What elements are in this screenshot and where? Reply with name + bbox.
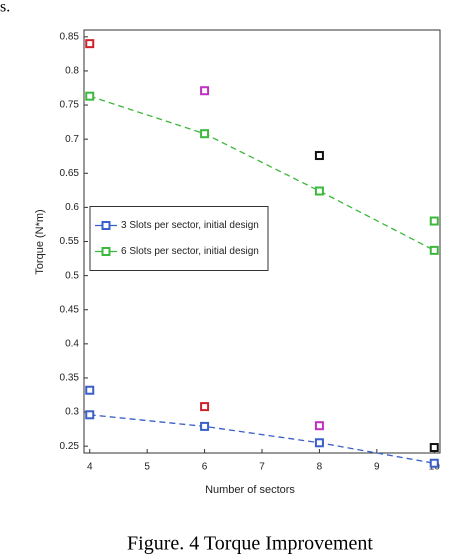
series-line bbox=[89, 414, 435, 464]
page-fragment: s. bbox=[0, 0, 10, 16]
x-tick-label: 5 bbox=[144, 462, 150, 473]
legend-label: 6 Slots per sector, initial design bbox=[121, 246, 259, 257]
marker bbox=[85, 385, 95, 395]
marker bbox=[85, 39, 95, 49]
y-axis-label: Torque (N*m) bbox=[34, 209, 46, 274]
legend-marker bbox=[101, 247, 111, 256]
marker bbox=[314, 438, 324, 448]
legend-box bbox=[89, 206, 269, 271]
y-tick-label: 0.45 bbox=[60, 304, 80, 315]
marker bbox=[85, 91, 95, 101]
x-tick-label: 4 bbox=[87, 462, 93, 473]
y-tick-label: 0.5 bbox=[65, 270, 79, 281]
series-line bbox=[89, 95, 435, 251]
marker bbox=[314, 151, 324, 161]
marker bbox=[314, 421, 324, 431]
y-tick-label: 0.6 bbox=[65, 202, 79, 213]
x-tick-label: 8 bbox=[317, 462, 323, 473]
y-tick-label: 0.65 bbox=[60, 168, 80, 179]
marker bbox=[314, 186, 324, 196]
marker bbox=[200, 402, 210, 412]
marker bbox=[429, 245, 439, 255]
x-axis-label: Number of sectors bbox=[205, 484, 295, 496]
x-tick-label: 9 bbox=[374, 462, 380, 473]
marker bbox=[429, 458, 439, 468]
marker bbox=[200, 421, 210, 431]
marker bbox=[200, 129, 210, 139]
marker bbox=[429, 216, 439, 226]
y-tick-label: 0.35 bbox=[60, 373, 80, 384]
y-tick-label: 0.4 bbox=[65, 338, 79, 349]
legend-marker bbox=[101, 221, 111, 230]
y-tick-label: 0.7 bbox=[65, 134, 79, 145]
marker bbox=[85, 410, 95, 420]
marker bbox=[200, 86, 210, 96]
y-tick-label: 0.3 bbox=[65, 407, 79, 418]
y-tick-label: 0.75 bbox=[60, 100, 80, 111]
y-tick-label: 0.8 bbox=[65, 66, 79, 77]
x-tick-label: 6 bbox=[202, 462, 208, 473]
legend-label: 3 Slots per sector, initial design bbox=[121, 220, 259, 231]
caption: Figure. 4 Torque Improvement bbox=[127, 533, 373, 555]
y-tick-label: 0.25 bbox=[60, 441, 80, 452]
marker bbox=[429, 443, 439, 453]
x-tick-label: 7 bbox=[259, 462, 265, 473]
y-tick-label: 0.85 bbox=[60, 31, 80, 42]
y-tick-label: 0.55 bbox=[60, 236, 80, 247]
